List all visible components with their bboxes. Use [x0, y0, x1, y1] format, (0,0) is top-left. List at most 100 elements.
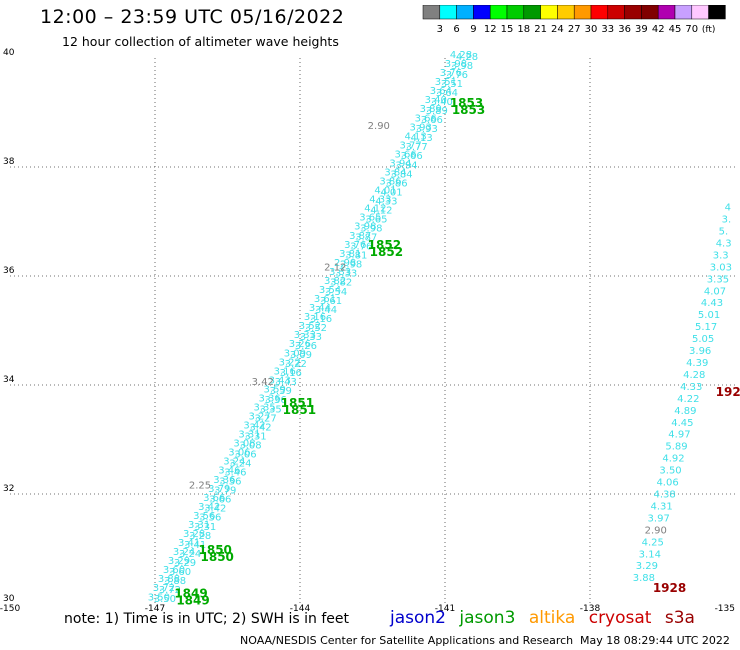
wave-height-value: 4.33	[375, 196, 397, 207]
wave-height-value: 3.60	[163, 565, 185, 576]
wave-height-value: 3.66	[209, 495, 231, 506]
wave-height-value: 4.28	[450, 50, 472, 61]
wave-height-value: 3.31	[238, 430, 260, 441]
wave-height-value: 3.31	[188, 520, 210, 531]
wave-height-value: 4.38	[653, 490, 675, 501]
wave-height-value: 3.35	[253, 402, 275, 413]
wave-height-value: 3.33	[329, 267, 351, 278]
wave-height-value: 3.46	[218, 466, 240, 477]
wave-height-value: 5.	[719, 227, 729, 238]
wave-height-value: 4.33	[369, 195, 391, 206]
wave-height-value: 3.52	[305, 323, 327, 334]
pass-time-label: 1851	[281, 396, 314, 410]
wave-height-value: 4.06	[656, 478, 678, 489]
legend-s3a: s3a	[664, 608, 695, 628]
wave-height-value: 3.3	[713, 250, 729, 261]
wave-height-value: 3.56	[199, 513, 221, 524]
wave-height-value: 4.33	[680, 382, 702, 393]
axis-ticks: -150 -147 -144 -141 -138 -135 30 32 34 36 38 40	[0, 48, 735, 614]
wave-height-value: 3.41	[184, 540, 206, 551]
pass-time-label: 1851	[283, 403, 316, 417]
wave-height-value: 3.42	[198, 502, 220, 513]
pass-time-label: 1852	[370, 245, 403, 259]
wave-height-value: 4.13	[411, 133, 433, 144]
wave-height-value: 3.50	[154, 594, 176, 605]
color-scale-label: 45	[669, 24, 682, 35]
wave-height-value: 3.08	[233, 439, 255, 450]
wave-height-value: 3.88	[633, 573, 655, 584]
wave-height-value: 3.35	[707, 274, 729, 285]
wave-height-value: 3.29	[168, 556, 190, 567]
wave-height-value: 3.24	[223, 457, 245, 468]
wave-height-value: 4.39	[686, 358, 708, 369]
latitude-tick-label: 38	[3, 157, 15, 167]
color-scale-label: 70	[685, 24, 698, 35]
generated-timestamp: May 18 08:29:44 UTC 2022	[580, 634, 730, 647]
color-scale-label: 30	[585, 24, 598, 35]
wave-height-value: 3.97	[648, 513, 670, 524]
wave-height-value: 3.06	[228, 448, 250, 459]
legend-altika: altika	[528, 608, 576, 628]
wave-height-value: 3.59	[264, 384, 286, 395]
wave-height-value: 3.76	[440, 68, 462, 79]
wave-height-value: 3.33	[300, 332, 322, 343]
wave-height-value: 3.41	[178, 538, 200, 549]
wave-height-value: 3.65	[359, 213, 381, 224]
wave-height-value: 3.24	[179, 549, 201, 560]
wave-height-value: 3.40	[425, 95, 447, 106]
wave-height-value: 3.65	[365, 214, 387, 225]
wave-height-value: 3.86	[385, 178, 407, 189]
wave-height-value: 3.84	[390, 169, 412, 180]
wave-height-value: 3.14	[639, 549, 661, 560]
wave-height-value: 3.33	[294, 330, 316, 341]
wave-height-value: 4.28	[456, 52, 478, 63]
wave-height-value: 5.01	[698, 310, 720, 321]
wave-height-value: 3.88	[164, 576, 186, 587]
wave-height-value: 3.93	[416, 124, 438, 135]
pass-time-label: 1852	[368, 238, 401, 252]
wave-height-value: 3.43	[269, 375, 291, 386]
wave-height-value: 3.56	[193, 511, 215, 522]
wave-height-value: 3.76	[344, 240, 366, 251]
wave-height-value: 4	[725, 203, 731, 214]
wave-height-value: 3.31	[244, 431, 266, 442]
latitude-tick-label: 40	[3, 48, 15, 58]
wave-height-value-low: 2.25	[189, 481, 211, 492]
longitude-tick-label: -135	[715, 604, 735, 614]
wave-height-value: 4.13	[405, 131, 427, 142]
pass-time-label: 1853	[452, 103, 485, 117]
wave-height-value: 3.24	[173, 547, 195, 558]
wave-height-value: 3.66	[415, 113, 437, 124]
wave-height-value: 3.40	[431, 97, 453, 108]
latitude-tick-label: 36	[3, 266, 15, 276]
color-scale-label: 9	[470, 24, 476, 35]
wave-height-value: 3.36	[259, 393, 281, 404]
color-scale-label: 24	[551, 24, 564, 35]
wave-height-value: 3.98	[354, 222, 376, 233]
wave-height-value: 3.51	[441, 79, 463, 90]
wave-height-value: 3.09	[290, 350, 312, 361]
wave-height-value: 3.46	[224, 468, 246, 479]
wave-height-value: 3.16	[274, 366, 296, 377]
wave-height-value: 4.92	[662, 454, 684, 465]
wave-height-value: 3.89	[420, 104, 442, 115]
wave-height-value: 3.50	[148, 592, 170, 603]
satellite-track-a: 4.284.283.983.983.763.763.513.513.643.64…	[148, 50, 478, 605]
satellite-legend: jason2 jason3 altika cryosat s3a	[390, 608, 703, 628]
wave-height-value: 3.61	[320, 296, 342, 307]
wave-height-value: 3.87	[349, 231, 371, 242]
wave-height-value: 3.29	[174, 558, 196, 569]
wave-height-value: 3.54	[319, 285, 341, 296]
color-scale-label: 15	[501, 24, 514, 35]
map-grid	[10, 58, 735, 603]
wave-height-value: 3.59	[270, 386, 292, 397]
wave-height-value: 3.64	[436, 88, 458, 99]
color-swatch	[708, 5, 726, 20]
wave-height-value: 3.29	[636, 561, 658, 572]
wave-height-value: 4.31	[651, 501, 673, 512]
pass-time-label: 1850	[199, 543, 232, 557]
wave-height-value: 3.36	[265, 395, 287, 406]
wave-height-value: 3.09	[284, 348, 306, 359]
wave-height-value: 4.25	[642, 537, 664, 548]
wave-height-value: 3.66	[203, 493, 225, 504]
